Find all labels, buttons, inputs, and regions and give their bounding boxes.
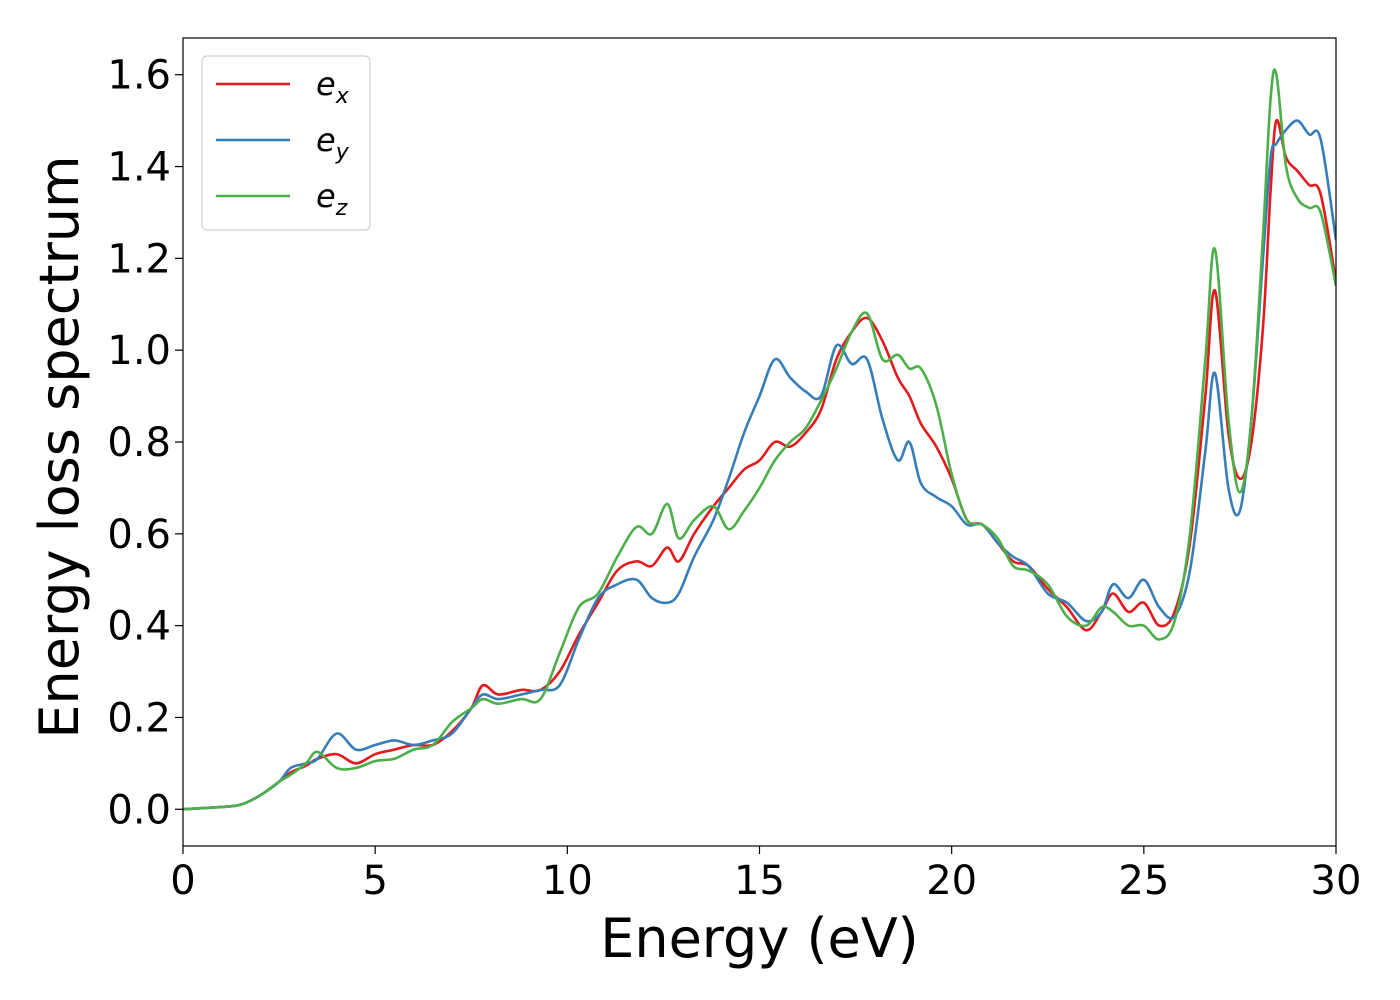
y-tick-label: 0.6 [107, 512, 171, 558]
legend-label-subscript: x [335, 84, 350, 109]
x-tick-label: 15 [734, 858, 785, 904]
x-tick-label: 0 [170, 858, 195, 904]
y-tick-label: 1.2 [107, 236, 171, 282]
y-tick-label: 0.0 [107, 787, 171, 833]
legend-label-z: ez [316, 177, 348, 221]
plot-frame [182, 37, 1337, 847]
legend-label-x: ex [316, 65, 350, 109]
legend-label-base: e [316, 177, 336, 215]
legend-label-subscript: y [335, 140, 350, 165]
legend-box [201, 55, 371, 231]
series-line-x [183, 119, 1336, 811]
y-tick-label: 0.4 [107, 604, 171, 650]
y-tick-label: 0.8 [107, 420, 171, 466]
series-line-y [183, 119, 1336, 811]
x-axis-label: Energy (eV) [600, 907, 919, 970]
x-tick-label: 25 [1118, 858, 1169, 904]
y-tick-label: 1.0 [107, 328, 171, 374]
y-tick-label: 1.6 [107, 53, 171, 99]
x-tick-label: 30 [1311, 858, 1362, 904]
series-line-z [183, 68, 1336, 811]
x-tick-label: 20 [926, 858, 977, 904]
x-tick-label: 5 [362, 858, 387, 904]
legend-label-subscript: z [335, 196, 348, 221]
legend-label-base: e [316, 121, 336, 159]
y-axis-label: Energy loss spectrum [28, 155, 91, 738]
y-axis-ticks: 0.0 0.2 0.4 0.6 0.8 1.0 1.2 1.4 1.6 [107, 53, 183, 833]
legend-label-base: e [316, 65, 336, 103]
y-tick-label: 1.4 [107, 145, 171, 191]
series-layer [183, 68, 1336, 811]
y-tick-label: 0.2 [107, 695, 171, 741]
x-axis-ticks: 0 5 10 15 20 25 30 [170, 846, 1361, 904]
legend-label-y: ey [316, 121, 350, 165]
x-tick-label: 10 [542, 858, 593, 904]
